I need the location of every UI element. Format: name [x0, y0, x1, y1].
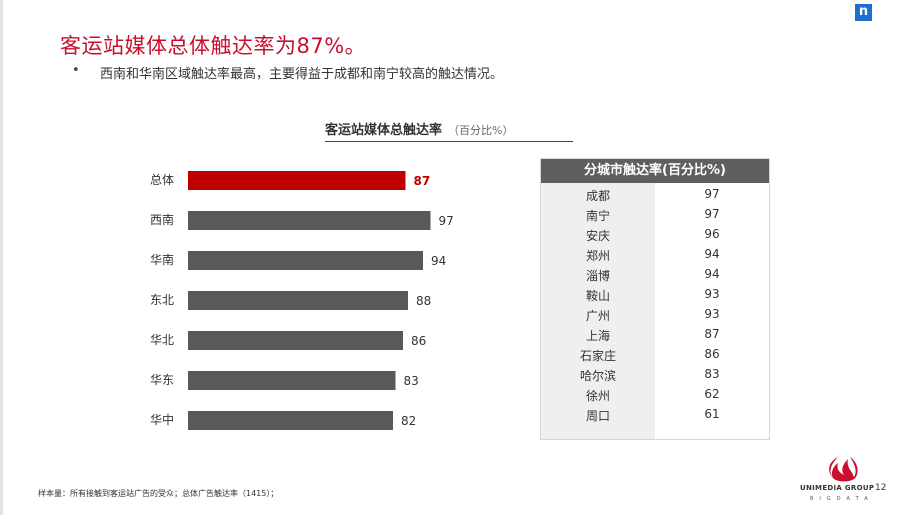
data-label: 87 — [414, 174, 431, 188]
brand-logo-icon: n — [855, 4, 872, 21]
table-row: 淄博 94 — [541, 267, 769, 287]
unimedia-flame-logo-icon — [829, 457, 858, 482]
city-name: 鞍山 — [585, 289, 610, 303]
city-name: 安庆 — [585, 229, 610, 243]
table-row: 南宁 97 — [541, 207, 769, 227]
table-row: 徐州 62 — [541, 387, 769, 407]
city-name: 徐州 — [585, 389, 610, 403]
category-label: 总体 — [150, 173, 174, 187]
chart-unit: （百分比%） — [448, 124, 514, 137]
city-value: 87 — [704, 327, 720, 341]
logo-sub: BIGDATA — [810, 496, 874, 502]
category-label: 华东 — [150, 373, 174, 387]
slide-title: 客运站媒体总体触达率为87%。 — [60, 34, 367, 58]
city-value: 93 — [704, 307, 720, 321]
chart-title-text: 客运站媒体总触达率 — [325, 123, 443, 138]
table-row: 周口 61 — [541, 407, 769, 427]
category-label: 东北 — [150, 293, 174, 307]
page-number: 12 — [875, 483, 887, 493]
bar-西南 — [188, 211, 431, 230]
city-name: 郑州 — [585, 249, 610, 263]
table-row: 成都 97 — [541, 187, 769, 207]
city-column-shade — [541, 183, 655, 439]
city-name: 南宁 — [585, 209, 610, 223]
bullet-marker: • — [72, 63, 80, 78]
city-name: 广州 — [585, 309, 610, 323]
bar-总体 — [188, 171, 406, 190]
logo-name: UNIMEDIA GROUP — [800, 484, 875, 492]
city-name: 淄博 — [585, 269, 610, 283]
city-value: 97 — [704, 207, 720, 221]
table-row: 上海 87 — [541, 327, 769, 347]
city-table-header: 分城市触达率(百分比%) — [541, 159, 769, 183]
city-name: 上海 — [585, 329, 610, 343]
bar-华东 — [188, 371, 396, 390]
slide-left-border — [0, 0, 3, 515]
table-row: 哈尔滨 83 — [541, 367, 769, 387]
bar-华北 — [188, 331, 403, 350]
city-name: 周口 — [585, 409, 610, 423]
table-row: 广州 93 — [541, 307, 769, 327]
city-value: 94 — [704, 247, 720, 261]
city-value: 86 — [704, 347, 720, 361]
city-name: 哈尔滨 — [579, 369, 616, 383]
city-value: 62 — [704, 387, 720, 401]
city-name: 石家庄 — [579, 349, 616, 363]
city-value: 83 — [704, 367, 720, 381]
data-label: 97 — [439, 214, 454, 228]
chart-title-underline — [325, 141, 573, 142]
data-label: 88 — [416, 294, 431, 308]
category-label: 西南 — [150, 212, 174, 227]
category-label: 华南 — [150, 252, 174, 267]
chart-title: 客运站媒体总触达率 （百分比%） — [325, 119, 513, 141]
city-value: 94 — [704, 267, 720, 281]
city-reach-table: 分城市触达率(百分比%) 成都 97 南宁 97 安庆 96 郑州 94 淄博 94 鞍山 93 广州 9… — [540, 158, 770, 440]
city-value: 61 — [704, 407, 720, 421]
city-value: 97 — [704, 187, 720, 201]
bullet-text: 西南和华南区域触达率最高，主要得益于成都和南宁较高的触达情况。 — [100, 67, 504, 82]
city-value: 96 — [704, 227, 720, 241]
data-label: 86 — [411, 334, 426, 348]
category-label: 华北 — [150, 333, 174, 347]
data-label: 94 — [431, 254, 446, 268]
city-value: 93 — [704, 287, 720, 301]
region-bar-chart: 总体 87 西南 97 华南 94 东北 88 华北 86 华东 83 华中 82 — [150, 171, 454, 430]
table-row: 鞍山 93 — [541, 287, 769, 307]
footnote: 样本量：所有接触到客运站广告的受众；总体广告触达率（1415）； — [38, 489, 279, 498]
bar-华南 — [188, 251, 423, 270]
bar-东北 — [188, 291, 408, 310]
data-label: 82 — [401, 414, 416, 428]
table-row: 郑州 94 — [541, 247, 769, 267]
city-name: 成都 — [585, 189, 610, 203]
category-label: 华中 — [150, 412, 174, 427]
data-label: 83 — [404, 374, 419, 388]
table-row: 石家庄 86 — [541, 347, 769, 367]
table-row: 安庆 96 — [541, 227, 769, 247]
bar-华中 — [188, 411, 393, 430]
